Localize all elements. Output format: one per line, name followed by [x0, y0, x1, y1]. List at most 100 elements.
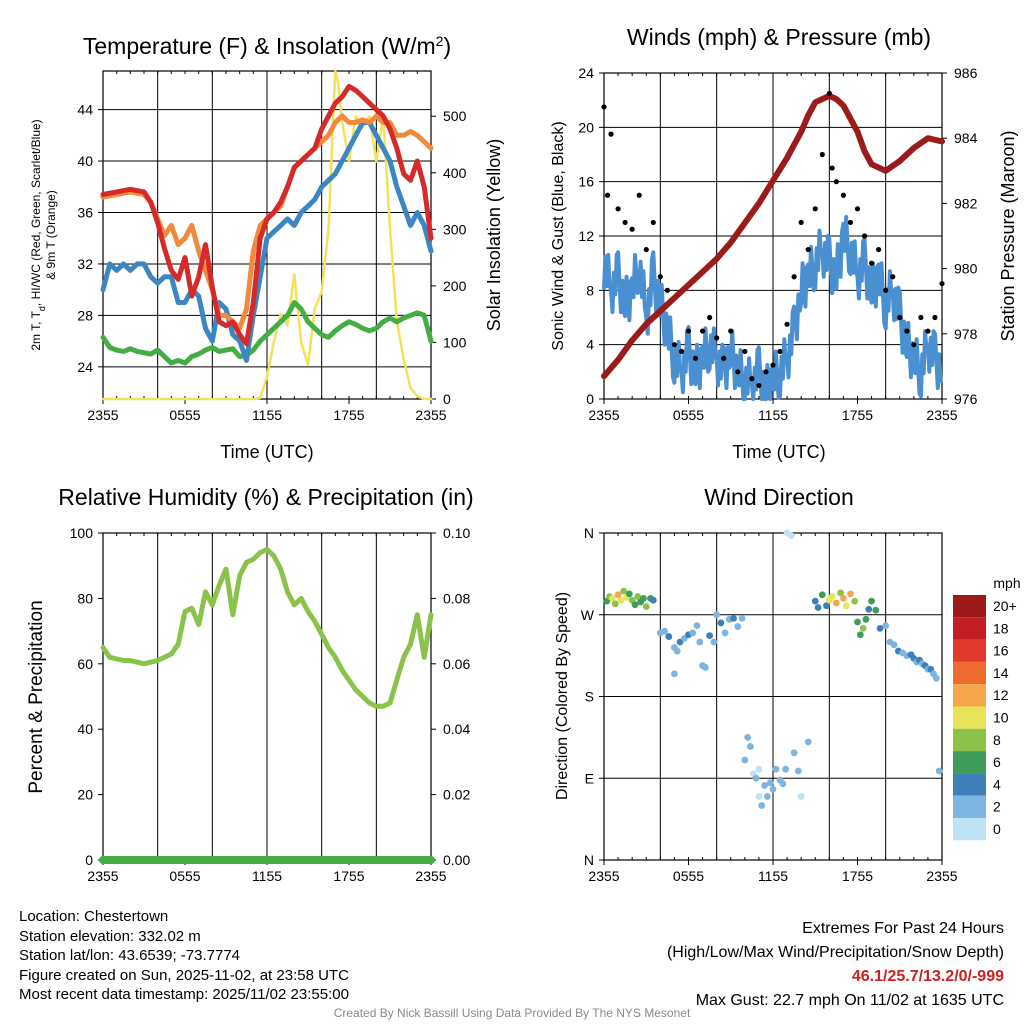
- wind-direction-title: Wind Direction: [704, 484, 854, 510]
- wind-direction-point: [620, 587, 628, 595]
- humidity-y2tick-label: 0.10: [443, 525, 470, 541]
- winds-y2tick-label: 980: [954, 261, 978, 277]
- wind-direction-point: [763, 793, 771, 800]
- gust-point: [798, 219, 804, 226]
- gust-point: [770, 362, 776, 368]
- wind-direction-point: [797, 793, 805, 800]
- winds-axes: 0 4 8 12 16 20 24 976 978 980 982 984 986 2355 0555 115…: [578, 65, 977, 423]
- legend-label: 16: [993, 643, 1009, 659]
- humidity-y2tick-label: 0.04: [443, 721, 470, 737]
- temperature-y2tick-label: 400: [443, 165, 467, 181]
- wind-direction-point: [932, 674, 940, 682]
- wind-direction-point: [876, 624, 884, 632]
- legend-swatch: [953, 795, 986, 818]
- wind-direction-point: [689, 629, 697, 637]
- gust-point: [925, 328, 931, 334]
- gust-point: [861, 233, 868, 239]
- wind-direction-frame: [603, 532, 943, 861]
- wind-direction-point: [854, 618, 861, 626]
- gust-point: [608, 131, 614, 137]
- temperature-ylabel-line2: & 9m T (Orange): [44, 190, 58, 280]
- wind-direction-point: [882, 622, 890, 630]
- series-2m-td-line: [100, 300, 434, 366]
- credit-line: Created By Nick Bassill Using Data Provi…: [333, 1006, 691, 1020]
- gust-point: [650, 219, 656, 226]
- wind-direction-point: [828, 593, 836, 600]
- wind-direction-point: [755, 765, 763, 773]
- extremes-values: 46.1/25.7/13.2/0/-999: [851, 968, 1004, 985]
- legend-swatch: [953, 661, 986, 685]
- wind-direction-point: [769, 785, 777, 793]
- legend-swatch: [953, 684, 986, 707]
- wind-direction-point: [847, 590, 854, 598]
- wind-direction-point: [617, 596, 625, 604]
- wind-direction-point: [851, 597, 859, 605]
- wind-direction-point: [818, 591, 826, 599]
- wind-direction-ytick-label: N: [584, 525, 594, 541]
- wind-direction-point: [625, 590, 633, 598]
- gust-point: [749, 376, 755, 382]
- gust-point: [714, 335, 720, 341]
- gust-point: [657, 274, 663, 280]
- winds-y2label: Station Pressure (Maroon): [998, 130, 1018, 341]
- station-latlon: Station lat/lon: 43.6539; -73.7774: [19, 947, 241, 964]
- wind-direction-point: [787, 532, 795, 540]
- humidity-ytick-label: 80: [77, 590, 93, 606]
- station-location: Location: Chestertown: [19, 908, 169, 925]
- legend-label: 4: [993, 776, 1001, 792]
- humidity-ytick-label: 20: [77, 787, 93, 803]
- legend-label: 10: [993, 710, 1009, 726]
- temperature-title: Temperature (F) & Insolation (W/m2): [83, 33, 451, 59]
- gust-point: [735, 369, 741, 375]
- wind-direction-point: [758, 802, 766, 809]
- gust-point: [763, 369, 769, 375]
- wind-direction-point: [661, 627, 668, 635]
- legend-swatch: [953, 706, 986, 729]
- wind-direction-point: [856, 631, 864, 639]
- gust-point: [636, 192, 642, 198]
- speed-legend: mph 20+ 18 16 14 12 10 8 6 4 2 0: [953, 575, 1021, 841]
- legend-label: 8: [993, 732, 1001, 748]
- gust-point: [890, 274, 896, 280]
- temperature-y2tick-label: 100: [443, 334, 467, 350]
- wind-direction-point: [840, 595, 847, 602]
- gust-point: [819, 151, 825, 158]
- gust-point: [601, 104, 607, 110]
- station-elevation: Station elevation: 332.02 m: [19, 927, 201, 945]
- winds-ytick-label: 24: [578, 65, 594, 81]
- humidity-ytick-label: 40: [77, 721, 93, 737]
- gust-point: [854, 206, 861, 212]
- winds-ytick-label: 12: [578, 228, 594, 244]
- temperature-xtick-label: 2355: [87, 407, 118, 423]
- gust-point: [939, 280, 945, 287]
- winds-xtick-label: 0555: [673, 407, 704, 423]
- humidity-xtick-label: 2355: [415, 868, 446, 884]
- temperature-y2tick-label: 500: [443, 108, 467, 124]
- wind-direction-point: [611, 600, 619, 608]
- gust-point: [678, 348, 685, 355]
- wind-direction-point: [738, 614, 746, 622]
- wind-direction-point: [755, 793, 763, 800]
- gust-point: [685, 328, 692, 334]
- wind-direction-ytick-label: N: [584, 852, 594, 868]
- legend-label: 18: [993, 620, 1009, 636]
- wind-direction-point: [811, 597, 819, 605]
- temperature-ylabel-line1: 2m T, Td, HI/WC (Red, Green, Scarlet/Blu…: [29, 119, 47, 350]
- temperature-xtick-label: 2355: [415, 407, 446, 423]
- gust-point: [883, 287, 889, 293]
- wind-direction-point: [772, 765, 780, 773]
- gust-point: [707, 314, 713, 321]
- station-info: Location: Chestertown Station elevation:…: [19, 907, 349, 1005]
- wind-direction-point: [766, 779, 774, 787]
- wind-direction-point: [794, 767, 802, 775]
- extremes-panel: Extremes For Past 24 Hours (High/Low/Max…: [667, 917, 1004, 1013]
- winds-title: Winds (mph) & Pressure (mb): [627, 24, 931, 50]
- temperature-xlabel: Time (UTC): [220, 442, 313, 462]
- wind-direction-point: [696, 638, 704, 646]
- wind-direction-point: [609, 595, 616, 602]
- wind-direction-point: [744, 733, 752, 741]
- gust-point: [664, 287, 670, 293]
- extremes-title: Extremes For Past 24 Hours: [802, 920, 1004, 937]
